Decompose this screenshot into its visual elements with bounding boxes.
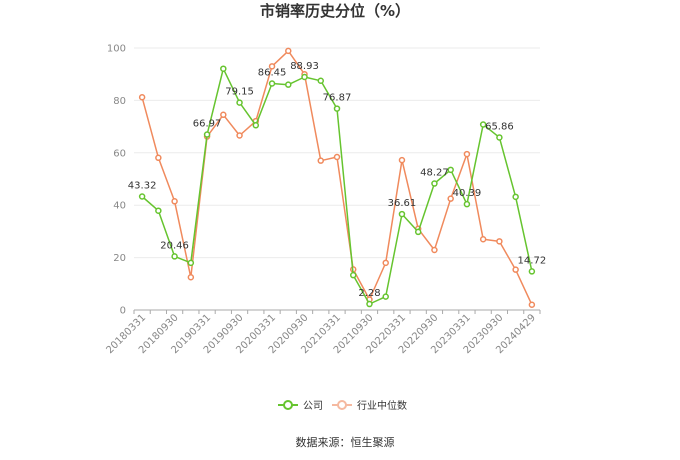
data-point-industry — [512, 266, 519, 273]
plot-area — [138, 47, 536, 309]
data-point-company — [512, 193, 519, 201]
data-point-company — [333, 105, 341, 112]
data-point-company — [203, 131, 211, 138]
data-point-industry — [479, 236, 487, 243]
data-point-industry — [496, 238, 503, 245]
data-point-company — [252, 122, 260, 129]
data-label: 36.61 — [388, 198, 417, 209]
data-point-company — [301, 73, 308, 81]
data-point-industry — [155, 154, 162, 162]
data-label: 20.46 — [160, 240, 189, 251]
data-label: 43.32 — [128, 181, 157, 192]
data-point-company — [479, 121, 487, 128]
data-label: 2.28 — [358, 288, 380, 299]
data-point-company — [366, 300, 373, 308]
data-point-company — [431, 180, 438, 187]
data-label: 40.39 — [453, 188, 482, 199]
data-point-industry — [398, 156, 406, 164]
data-point-industry — [138, 94, 146, 101]
data-point-company — [382, 293, 389, 300]
data-label: 79.15 — [225, 87, 254, 98]
data-point-industry — [528, 301, 536, 309]
data-label: 48.27 — [420, 168, 449, 179]
data-point-industry — [171, 198, 178, 205]
data-point-company — [220, 65, 227, 72]
data-point-company — [236, 99, 243, 106]
data-point-industry — [431, 246, 438, 254]
data-source: 数据来源：恒生聚源 — [296, 435, 395, 449]
data-point-company — [528, 268, 536, 275]
data-point-industry — [382, 259, 389, 267]
data-point-company — [155, 207, 162, 214]
data-point-company — [285, 81, 292, 88]
data-point-industry — [187, 274, 195, 281]
grid — [134, 47, 540, 259]
data-label: 14.72 — [518, 255, 547, 266]
y-tick-label: 100 — [107, 44, 126, 55]
data-label: 86.45 — [258, 68, 287, 79]
y-tick-label: 40 — [113, 201, 126, 212]
data-point-company — [187, 259, 195, 267]
data-point-company — [138, 193, 146, 200]
y-tick-label: 60 — [113, 148, 126, 159]
series-line-industry — [141, 50, 533, 306]
data-point-company — [414, 228, 422, 236]
data-point-company — [317, 77, 325, 84]
y-tick-label: 80 — [113, 96, 126, 107]
y-tick-label: 20 — [113, 253, 126, 264]
legend-label-company: 公司 — [303, 401, 323, 412]
data-point-industry — [447, 195, 454, 202]
data-point-industry — [333, 153, 341, 161]
data-point-industry — [236, 132, 243, 139]
legend-marker-industry — [337, 400, 347, 410]
legend: 公司 行业中位数 — [278, 399, 407, 412]
legend-marker-company — [283, 400, 293, 410]
data-point-industry — [285, 47, 292, 55]
data-point-industry — [463, 150, 471, 158]
y-tick-label: 0 — [120, 306, 126, 317]
data-point-industry — [317, 157, 325, 164]
data-point-company — [268, 80, 276, 87]
data-point-industry — [220, 111, 227, 119]
data-point-company — [463, 200, 471, 208]
axes: 0204060801002018033120180930201903312019… — [104, 44, 541, 356]
legend-label-industry: 行业中位数 — [357, 399, 407, 412]
data-point-industry — [268, 63, 276, 70]
data-point-company — [398, 210, 406, 218]
legend-item-company[interactable]: 公司 — [278, 400, 323, 412]
data-label: 76.87 — [323, 93, 352, 104]
data-point-company — [447, 166, 454, 174]
data-point-company — [496, 134, 503, 141]
data-label: 65.86 — [485, 121, 514, 132]
data-point-company — [349, 271, 357, 279]
data-point-company — [171, 253, 178, 260]
data-label: 66.97 — [193, 119, 222, 130]
data-label: 88.93 — [290, 61, 319, 72]
chart-title: 市销率历史分位（%） — [260, 2, 410, 20]
legend-item-industry[interactable]: 行业中位数 — [332, 399, 407, 412]
